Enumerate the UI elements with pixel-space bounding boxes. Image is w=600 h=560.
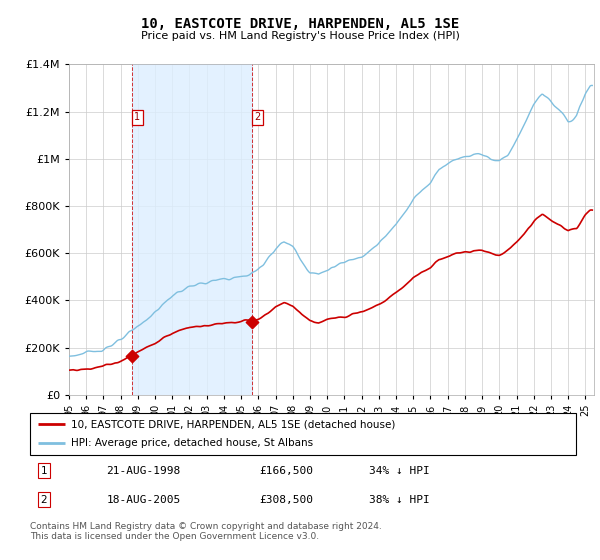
Text: HPI: Average price, detached house, St Albans: HPI: Average price, detached house, St A… xyxy=(71,438,313,449)
Text: 2: 2 xyxy=(40,495,47,505)
Text: 18-AUG-2005: 18-AUG-2005 xyxy=(106,495,181,505)
Bar xyxy=(131,64,252,395)
Text: Price paid vs. HM Land Registry's House Price Index (HPI): Price paid vs. HM Land Registry's House … xyxy=(140,31,460,41)
Text: 1: 1 xyxy=(134,112,140,122)
Point xyxy=(127,351,136,360)
Point xyxy=(247,318,257,326)
Text: 21-AUG-1998: 21-AUG-1998 xyxy=(106,466,181,476)
Text: £308,500: £308,500 xyxy=(259,495,313,505)
Text: 34% ↓ HPI: 34% ↓ HPI xyxy=(368,466,429,476)
Text: 10, EASTCOTE DRIVE, HARPENDEN, AL5 1SE (detached house): 10, EASTCOTE DRIVE, HARPENDEN, AL5 1SE (… xyxy=(71,419,395,429)
Text: 1: 1 xyxy=(40,466,47,476)
Text: 38% ↓ HPI: 38% ↓ HPI xyxy=(368,495,429,505)
Text: 10, EASTCOTE DRIVE, HARPENDEN, AL5 1SE: 10, EASTCOTE DRIVE, HARPENDEN, AL5 1SE xyxy=(141,17,459,31)
Text: Contains HM Land Registry data © Crown copyright and database right 2024.
This d: Contains HM Land Registry data © Crown c… xyxy=(30,522,382,542)
Text: £166,500: £166,500 xyxy=(259,466,313,476)
FancyBboxPatch shape xyxy=(30,413,576,455)
Text: 2: 2 xyxy=(254,112,261,122)
